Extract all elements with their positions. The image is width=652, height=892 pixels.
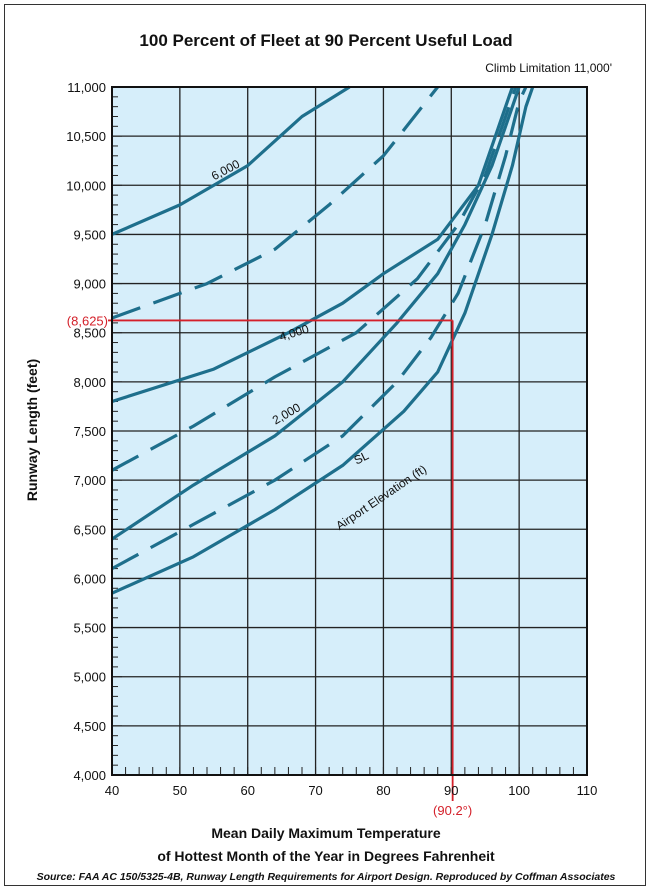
y-tick-label-14: 11,000 xyxy=(67,80,106,95)
x-tick-label-6: 100 xyxy=(508,783,530,798)
curve-4 xyxy=(111,86,514,404)
curve-0 xyxy=(111,86,535,595)
chart-subtitle: Climb Limitation 11,000' xyxy=(485,61,612,75)
y-tick-label-5: 6,500 xyxy=(73,522,106,537)
y-tick-label-13: 10,500 xyxy=(66,129,106,144)
y-tick-label-9: 8,500 xyxy=(73,326,106,341)
y-tick-label-3: 5,500 xyxy=(73,621,106,636)
y-tick-label-11: 9,500 xyxy=(73,227,106,242)
x-tick-label-0: 40 xyxy=(105,783,119,798)
curves xyxy=(111,85,535,595)
x-tick-label-4: 80 xyxy=(376,783,390,798)
x-axis-label-line2: of Hottest Month of the Year in Degrees … xyxy=(157,848,495,864)
y-tick-label-12: 10,000 xyxy=(66,178,106,193)
y-tick-label-1: 4,500 xyxy=(73,719,106,734)
x-tick-label-7: 110 xyxy=(577,783,598,798)
y-tick-labels: 4,000 4,500 5,000 5,500 6,000 6,500 7,000 7,500… xyxy=(66,80,106,783)
curve-6 xyxy=(111,85,351,236)
y-tick-label-6: 7,000 xyxy=(73,473,106,488)
y-tick-label-7: 7,500 xyxy=(73,424,106,439)
y-tick-label-4: 6,000 xyxy=(73,571,106,586)
curve-label-sl: SL xyxy=(352,448,372,467)
x-axis-label-line1: Mean Daily Maximum Temperature xyxy=(211,825,440,841)
x-tick-label-2: 60 xyxy=(240,783,254,798)
source-note: Source: FAA AC 150/5325-4B, Runway Lengt… xyxy=(37,871,616,883)
x-tick-label-3: 70 xyxy=(308,783,322,798)
curve-1 xyxy=(111,86,528,571)
x-tick-labels: 40 50 60 70 80 90 100 110 xyxy=(105,783,598,798)
chart-title: 100 Percent of Fleet at 90 Percent Usefu… xyxy=(139,31,512,50)
y-tick-label-8: 8,000 xyxy=(73,375,106,390)
curve-2 xyxy=(111,86,521,541)
y-tick-label-10: 9,000 xyxy=(73,277,106,292)
plot-border xyxy=(111,86,588,776)
y-axis-label: Runway Length (feet) xyxy=(24,359,40,501)
curve-3 xyxy=(111,86,518,472)
x-tick-label-1: 50 xyxy=(173,783,187,798)
marker-lines: (90.2°) (8,625) xyxy=(67,313,472,818)
y-tick-label-2: 5,000 xyxy=(73,670,106,685)
marker-x-label: (90.2°) xyxy=(433,803,472,818)
y-tick-label-0: 4,000 xyxy=(73,768,106,783)
marker-y-label: (8,625) xyxy=(67,313,108,328)
x-tick-label-5: 90 xyxy=(444,783,458,798)
curve-5 xyxy=(111,86,439,320)
